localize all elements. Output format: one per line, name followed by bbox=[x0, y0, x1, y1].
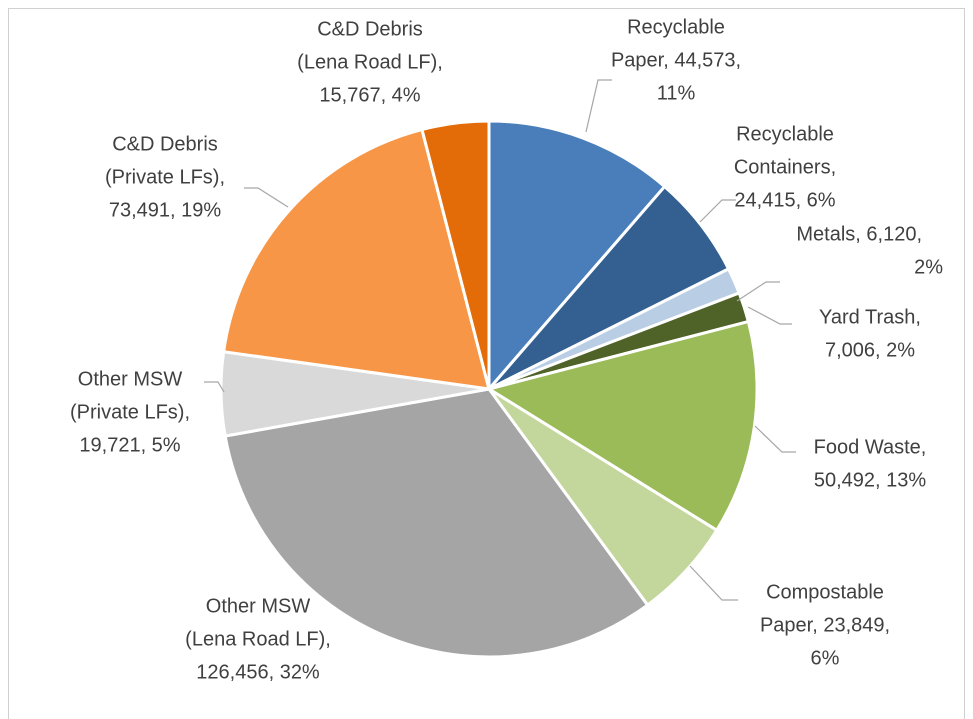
pie-slice bbox=[223, 387, 650, 659]
data-label: Paper, 23,849, bbox=[760, 614, 890, 636]
leader-line bbox=[244, 187, 289, 208]
data-label: (Private LFs), bbox=[105, 166, 225, 188]
leader-line bbox=[204, 381, 225, 393]
data-label: 73,491, 19% bbox=[109, 199, 222, 221]
data-label: Compostable bbox=[766, 581, 884, 603]
data-label: 6% bbox=[811, 647, 840, 669]
pie-slice bbox=[420, 119, 491, 390]
data-label: C&D Debris bbox=[317, 18, 423, 40]
pie-slice bbox=[485, 319, 759, 533]
data-label: 19,721, 5% bbox=[79, 434, 180, 456]
data-label: 7,006, 2% bbox=[825, 339, 915, 361]
data-label: 126,456, 32% bbox=[196, 661, 320, 683]
data-label: (Lena Road LF), bbox=[185, 628, 331, 650]
data-label: 11% bbox=[657, 82, 696, 104]
data-label: 15,767, 4% bbox=[319, 84, 420, 106]
data-label: C&D Debris bbox=[112, 133, 218, 155]
leader-line bbox=[699, 199, 736, 223]
data-label: Food Waste, bbox=[814, 436, 927, 458]
data-label: 24,415, 6% bbox=[734, 189, 835, 211]
leader-line bbox=[754, 425, 796, 453]
data-label: Metals, 6,120, bbox=[796, 223, 922, 245]
chart-frame bbox=[8, 8, 965, 719]
leader-line bbox=[585, 79, 612, 133]
pie-slice bbox=[221, 127, 492, 391]
leader-line bbox=[689, 565, 738, 601]
data-label: Paper, 44,573, bbox=[611, 49, 741, 71]
data-label: 2% bbox=[914, 256, 943, 278]
data-label: Containers, bbox=[734, 156, 836, 178]
data-label: (Private LFs), bbox=[70, 401, 190, 423]
data-label: Recyclable bbox=[736, 123, 834, 145]
data-label: 50,492, 13% bbox=[814, 469, 927, 491]
data-label: Recyclable bbox=[627, 16, 725, 38]
data-label: Yard Trash, bbox=[819, 306, 921, 328]
data-label: Other MSW bbox=[206, 595, 311, 617]
leader-line bbox=[747, 306, 792, 325]
pie-slice bbox=[487, 119, 667, 394]
data-label: Other MSW bbox=[78, 368, 183, 390]
data-label: (Lena Road LF), bbox=[297, 51, 443, 73]
leader-line bbox=[736, 281, 780, 302]
